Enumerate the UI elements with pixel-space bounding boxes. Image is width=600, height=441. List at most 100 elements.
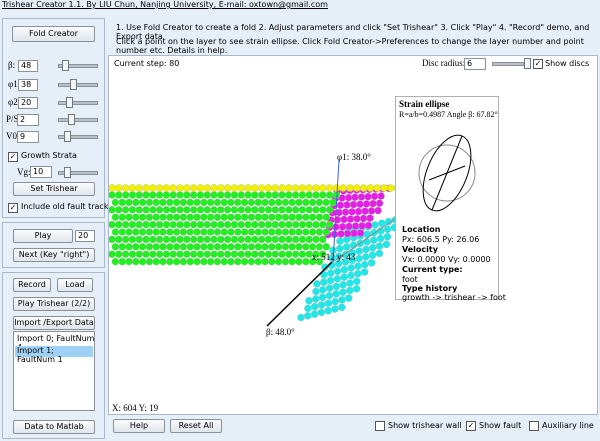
- disc[interactable]: [278, 184, 286, 192]
- vg-input[interactable]: 10: [30, 166, 52, 178]
- disc[interactable]: [308, 213, 317, 221]
- disc[interactable]: [189, 250, 198, 258]
- disc[interactable]: [152, 242, 161, 251]
- disc[interactable]: [220, 198, 228, 207]
- disc[interactable]: [342, 243, 351, 251]
- disc[interactable]: [128, 235, 137, 244]
- disc[interactable]: [315, 213, 324, 221]
- growth-strata-checkbox[interactable]: ✓: [8, 152, 18, 162]
- disc[interactable]: [363, 237, 371, 246]
- disc[interactable]: [303, 311, 312, 320]
- disc[interactable]: [118, 198, 127, 207]
- disc[interactable]: [325, 184, 334, 192]
- disc[interactable]: [118, 228, 127, 236]
- disc[interactable]: [386, 184, 395, 192]
- disc[interactable]: [291, 184, 300, 192]
- disc[interactable]: [254, 257, 262, 266]
- disc[interactable]: [254, 198, 262, 207]
- disc[interactable]: [111, 213, 120, 221]
- load-button[interactable]: Load: [57, 278, 93, 292]
- data-to-matlab-button[interactable]: Data to Matlab: [13, 420, 95, 434]
- disc[interactable]: [200, 198, 208, 207]
- disc[interactable]: [200, 228, 208, 236]
- disc[interactable]: [155, 191, 164, 199]
- disc[interactable]: [337, 230, 345, 238]
- disc[interactable]: [295, 213, 303, 221]
- include-old-checkbox[interactable]: ✓: [8, 203, 18, 213]
- disc[interactable]: [193, 213, 201, 221]
- disc[interactable]: [240, 228, 249, 236]
- disc[interactable]: [169, 184, 177, 192]
- disc[interactable]: [295, 228, 303, 236]
- disc[interactable]: [131, 257, 140, 266]
- disc[interactable]: [298, 250, 307, 258]
- disc[interactable]: [138, 257, 147, 266]
- disc[interactable]: [308, 228, 317, 236]
- disc[interactable]: [186, 228, 194, 236]
- disc[interactable]: [376, 234, 385, 243]
- disc[interactable]: [278, 250, 286, 258]
- disc[interactable]: [340, 273, 348, 281]
- help-button[interactable]: Help: [113, 419, 165, 433]
- disc[interactable]: [274, 213, 283, 221]
- disc[interactable]: [240, 213, 249, 221]
- disc[interactable]: [325, 284, 334, 292]
- disc[interactable]: [274, 228, 283, 236]
- disc[interactable]: [288, 228, 296, 236]
- disc[interactable]: [298, 235, 307, 244]
- disc[interactable]: [237, 220, 245, 229]
- disc[interactable]: [360, 268, 369, 276]
- disc[interactable]: [131, 242, 140, 251]
- disc[interactable]: [355, 254, 363, 263]
- disc[interactable]: [261, 242, 269, 251]
- disc[interactable]: [210, 205, 218, 214]
- disc[interactable]: [230, 250, 239, 258]
- disc[interactable]: [220, 213, 228, 221]
- disc[interactable]: [172, 213, 181, 221]
- disc[interactable]: [305, 235, 313, 244]
- disc[interactable]: [339, 288, 347, 296]
- disc[interactable]: [183, 205, 191, 214]
- show-discs-checkbox[interactable]: ✓: [533, 59, 543, 69]
- play-trishear-button[interactable]: Play Trishear (2/2): [13, 297, 95, 311]
- disc[interactable]: [312, 205, 320, 214]
- disc[interactable]: [115, 184, 123, 192]
- disc[interactable]: [295, 257, 303, 266]
- disc[interactable]: [149, 235, 157, 244]
- disc[interactable]: [206, 257, 215, 266]
- disc[interactable]: [304, 304, 312, 313]
- disc[interactable]: [278, 220, 286, 229]
- disc[interactable]: [169, 250, 177, 258]
- disc[interactable]: [274, 242, 283, 251]
- disc[interactable]: [278, 205, 286, 214]
- disc[interactable]: [142, 184, 150, 192]
- disc[interactable]: [331, 297, 339, 306]
- disc[interactable]: [312, 184, 320, 192]
- disc[interactable]: [162, 191, 171, 199]
- disc[interactable]: [301, 198, 310, 207]
- disc[interactable]: [284, 191, 293, 199]
- disc[interactable]: [152, 198, 161, 207]
- disc[interactable]: [297, 313, 305, 322]
- disc[interactable]: [340, 215, 348, 224]
- disc[interactable]: [312, 220, 320, 229]
- disc[interactable]: [247, 228, 256, 236]
- disc[interactable]: [149, 250, 157, 258]
- disc[interactable]: [271, 250, 279, 258]
- disc[interactable]: [109, 235, 116, 244]
- disc[interactable]: [200, 242, 208, 251]
- disc[interactable]: [347, 271, 355, 280]
- disc[interactable]: [183, 184, 191, 192]
- disc[interactable]: [155, 220, 164, 229]
- disc[interactable]: [267, 213, 276, 221]
- disc[interactable]: [360, 260, 369, 269]
- disc[interactable]: [223, 184, 232, 192]
- disc[interactable]: [324, 306, 332, 315]
- disc[interactable]: [128, 250, 137, 258]
- disc[interactable]: [155, 235, 164, 244]
- disc[interactable]: [223, 220, 232, 229]
- disc[interactable]: [121, 235, 130, 244]
- disc[interactable]: [250, 235, 259, 244]
- disc[interactable]: [257, 184, 266, 192]
- disc[interactable]: [281, 198, 290, 207]
